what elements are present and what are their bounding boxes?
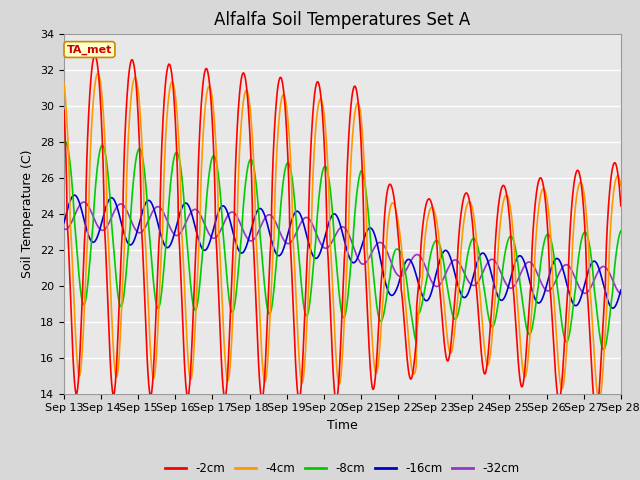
- X-axis label: Time: Time: [327, 419, 358, 432]
- Y-axis label: Soil Temperature (C): Soil Temperature (C): [22, 149, 35, 278]
- Legend: -2cm, -4cm, -8cm, -16cm, -32cm: -2cm, -4cm, -8cm, -16cm, -32cm: [160, 457, 525, 480]
- Text: TA_met: TA_met: [67, 44, 112, 55]
- Title: Alfalfa Soil Temperatures Set A: Alfalfa Soil Temperatures Set A: [214, 11, 470, 29]
